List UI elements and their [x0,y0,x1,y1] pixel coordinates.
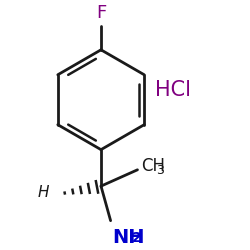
Text: H: H [38,185,49,200]
Text: F: F [96,4,106,22]
Text: NH: NH [112,228,145,247]
Text: CH: CH [141,157,165,175]
Text: HCl: HCl [155,80,191,100]
Text: 2: 2 [132,231,141,245]
Text: 3: 3 [156,164,164,177]
